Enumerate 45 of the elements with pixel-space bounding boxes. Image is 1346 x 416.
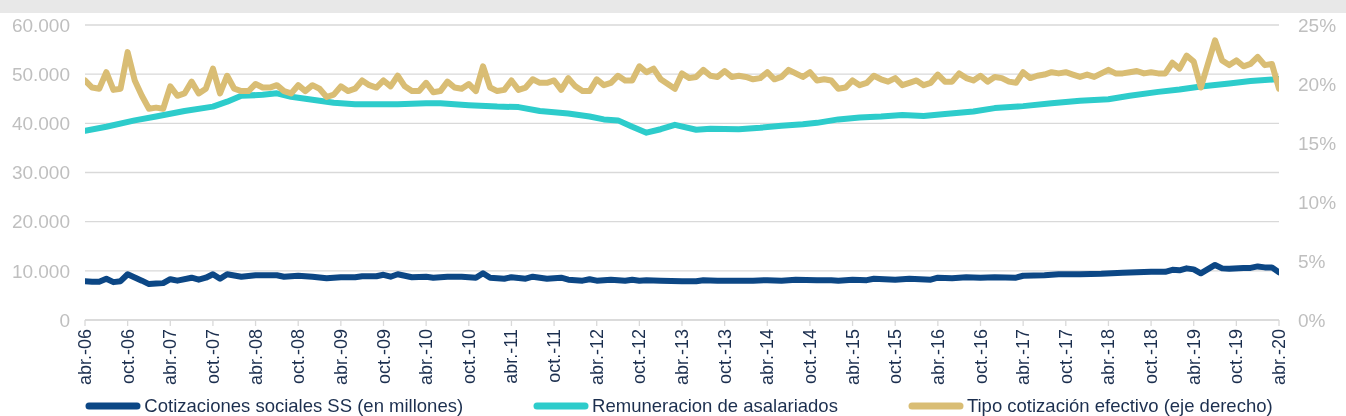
x-tick-label: oct.-15: [885, 329, 906, 385]
x-tick-label: oct.-14: [799, 329, 820, 385]
y-tick-label: 20.000: [11, 211, 70, 233]
x-tick-label: oct.-19: [1226, 329, 1247, 385]
x-tick-label: oct.-12: [629, 329, 650, 385]
x-tick-label: abr.-08: [245, 329, 266, 386]
x-tick-label: oct.-11: [544, 329, 565, 383]
y2-tick-label: 10%: [1298, 191, 1337, 213]
y-tick-label: 50.000: [11, 63, 70, 85]
y-tick-label: 60.000: [11, 14, 70, 36]
legend-label: Remuneracion de asalariados: [592, 395, 838, 416]
x-tick-label: abr.-13: [672, 329, 692, 386]
x-tick-label: abr.-20: [1269, 329, 1289, 386]
y-tick-label: 30.000: [11, 162, 70, 184]
y2-tick-label: 0%: [1298, 309, 1326, 331]
legend-label: Cotizaciones sociales SS (en millones): [144, 395, 464, 416]
x-tick-label: oct.-16: [970, 329, 991, 385]
x-tick-label: oct.-13: [714, 329, 735, 385]
x-tick-label: oct.-06: [117, 329, 138, 385]
x-tick-label: abr.-12: [586, 329, 607, 386]
x-tick-label: abr.-14: [757, 329, 778, 386]
x-tick-label: oct.-07: [202, 329, 223, 385]
x-tick-label: abr.-10: [416, 329, 437, 386]
y-tick-label: 10.000: [11, 260, 70, 282]
x-tick-label: oct.-10: [458, 329, 479, 385]
x-tick-label: abr.-06: [75, 329, 95, 386]
legend-label: Tipo cotización efectivo (eje derecho): [966, 395, 1273, 416]
x-tick-label: oct.-18: [1141, 329, 1162, 385]
x-tick-label: oct.-08: [288, 329, 309, 385]
x-tick-label: abr.-19: [1183, 329, 1204, 386]
x-tick-label: abr.-09: [330, 329, 351, 386]
x-tick-label: oct.-17: [1055, 329, 1076, 385]
y2-tick-label: 20%: [1298, 73, 1337, 95]
x-tick-label: abr.-11: [501, 329, 522, 384]
x-tick-label: abr.-15: [842, 329, 863, 386]
y2-tick-label: 5%: [1298, 250, 1326, 272]
x-tick-label: abr.-16: [927, 329, 948, 386]
x-tick-label: abr.-18: [1098, 329, 1119, 386]
x-tick-label: abr.-07: [160, 329, 181, 386]
x-tick-label: oct.-09: [373, 329, 394, 385]
x-tick-label: abr.-17: [1013, 329, 1034, 386]
y2-tick-label: 25%: [1298, 14, 1337, 36]
y-tick-label: 0: [59, 309, 70, 331]
y-tick-label: 40.000: [11, 113, 70, 135]
y2-tick-label: 15%: [1298, 132, 1337, 154]
